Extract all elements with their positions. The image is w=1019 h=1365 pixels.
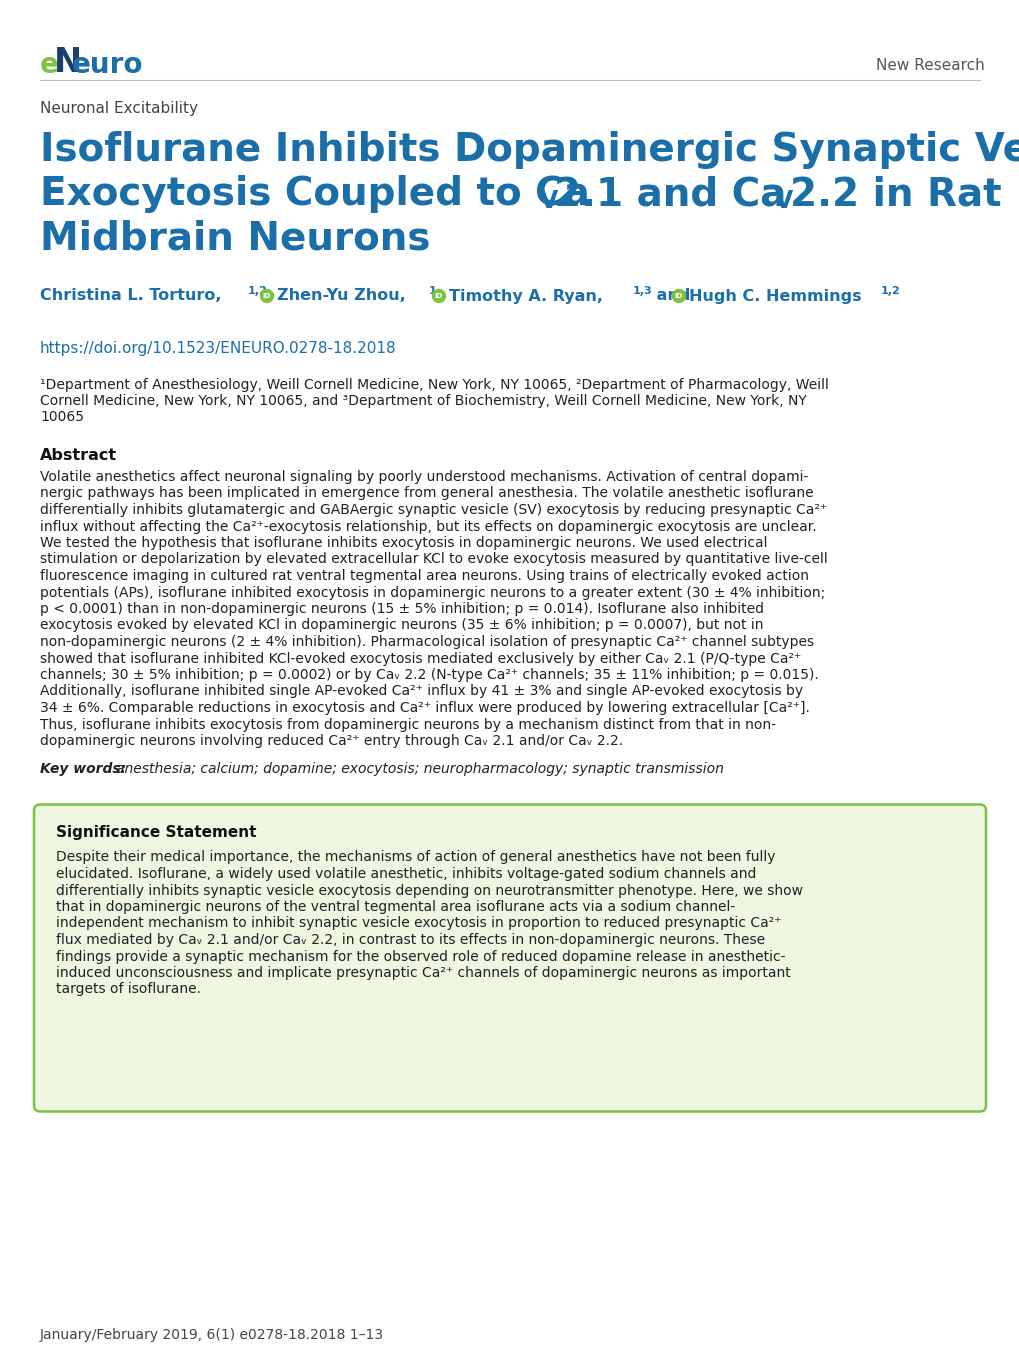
Text: showed that isoflurane inhibited KCl-evoked exocytosis mediated exclusively by e: showed that isoflurane inhibited KCl-evo… — [40, 651, 801, 666]
Text: V: V — [539, 188, 557, 213]
Text: targets of isoflurane.: targets of isoflurane. — [56, 983, 201, 996]
Text: 1: 1 — [429, 287, 436, 296]
Text: stimulation or depolarization by elevated extracellular KCl to evoke exocytosis : stimulation or depolarization by elevate… — [40, 553, 827, 566]
Text: N: N — [54, 45, 83, 79]
Circle shape — [672, 289, 685, 303]
Text: Cornell Medicine, New York, NY 10065, and ³Department of Biochemistry, Weill Cor: Cornell Medicine, New York, NY 10065, an… — [40, 394, 806, 408]
Text: iD: iD — [434, 293, 442, 299]
Text: e: e — [40, 51, 59, 79]
Text: euro: euro — [72, 51, 144, 79]
Text: Thus, isoflurane inhibits exocytosis from dopaminergic neurons by a mechanism di: Thus, isoflurane inhibits exocytosis fro… — [40, 718, 775, 732]
Text: iD: iD — [675, 293, 683, 299]
Text: potentials (APs), isoflurane inhibited exocytosis in dopaminergic neurons to a g: potentials (APs), isoflurane inhibited e… — [40, 586, 824, 599]
FancyBboxPatch shape — [34, 804, 985, 1111]
Text: independent mechanism to inhibit synaptic vesicle exocytosis in proportion to re: independent mechanism to inhibit synapti… — [56, 916, 781, 931]
Text: differentially inhibits synaptic vesicle exocytosis depending on neurotransmitte: differentially inhibits synaptic vesicle… — [56, 883, 802, 898]
Text: Exocytosis Coupled to Ca: Exocytosis Coupled to Ca — [40, 175, 589, 213]
Text: We tested the hypothesis that isoflurane inhibits exocytosis in dopaminergic neu: We tested the hypothesis that isoflurane… — [40, 536, 766, 550]
Text: Despite their medical importance, the mechanisms of action of general anesthetic: Despite their medical importance, the me… — [56, 850, 774, 864]
Text: Hugh C. Hemmings: Hugh C. Hemmings — [688, 288, 861, 303]
Text: ¹Department of Anesthesiology, Weill Cornell Medicine, New York, NY 10065, ²Depa: ¹Department of Anesthesiology, Weill Cor… — [40, 378, 828, 392]
Text: elucidated. Isoflurane, a widely used volatile anesthetic, inhibits voltage-gate: elucidated. Isoflurane, a widely used vo… — [56, 867, 756, 880]
Text: Midbrain Neurons: Midbrain Neurons — [40, 218, 430, 257]
Text: Timothy A. Ryan,: Timothy A. Ryan, — [448, 288, 602, 303]
Text: iD: iD — [263, 293, 271, 299]
Text: non-dopaminergic neurons (2 ± 4% inhibition). Pharmacological isolation of presy: non-dopaminergic neurons (2 ± 4% inhibit… — [40, 635, 813, 648]
Text: 1,2: 1,2 — [248, 287, 268, 296]
Text: nergic pathways has been implicated in emergence from general anesthesia. The vo: nergic pathways has been implicated in e… — [40, 486, 813, 501]
Text: Abstract: Abstract — [40, 448, 117, 463]
Text: 10065: 10065 — [40, 410, 84, 425]
Text: that in dopaminergic neurons of the ventral tegmental area isoflurane acts via a: that in dopaminergic neurons of the vent… — [56, 900, 735, 915]
Text: V: V — [774, 188, 793, 213]
Text: 2.1 and Ca: 2.1 and Ca — [553, 175, 786, 213]
Text: flux mediated by Caᵥ 2.1 and/or Caᵥ 2.2, in contrast to its effects in non-dopam: flux mediated by Caᵥ 2.1 and/or Caᵥ 2.2,… — [56, 934, 764, 947]
Text: influx without affecting the Ca²⁺-exocytosis relationship, but its effects on do: influx without affecting the Ca²⁺-exocyt… — [40, 520, 816, 534]
Text: New Research: New Research — [875, 57, 984, 72]
Text: anesthesia; calcium; dopamine; exocytosis; neuropharmacology; synaptic transmiss: anesthesia; calcium; dopamine; exocytosi… — [116, 763, 723, 777]
Text: Neuronal Excitability: Neuronal Excitability — [40, 101, 198, 116]
Text: Christina L. Torturo,: Christina L. Torturo, — [40, 288, 221, 303]
Text: 1,3: 1,3 — [633, 287, 652, 296]
Text: Key words:: Key words: — [40, 763, 130, 777]
Text: https://doi.org/10.1523/ENEURO.0278-18.2018: https://doi.org/10.1523/ENEURO.0278-18.2… — [40, 340, 396, 355]
Text: induced unconsciousness and implicate presynaptic Ca²⁺ channels of dopaminergic : induced unconsciousness and implicate pr… — [56, 966, 790, 980]
Text: p < 0.0001) than in non-dopaminergic neurons (15 ± 5% inhibition; p = 0.014). Is: p < 0.0001) than in non-dopaminergic neu… — [40, 602, 763, 616]
Text: channels; 30 ± 5% inhibition; p = 0.0002) or by Caᵥ 2.2 (N-type Ca²⁺ channels; 3: channels; 30 ± 5% inhibition; p = 0.0002… — [40, 667, 818, 682]
Text: Additionally, isoflurane inhibited single AP-evoked Ca²⁺ influx by 41 ± 3% and s: Additionally, isoflurane inhibited singl… — [40, 684, 802, 699]
Text: Zhen-Yu Zhou,: Zhen-Yu Zhou, — [277, 288, 406, 303]
Text: fluorescence imaging in cultured rat ventral tegmental area neurons. Using train: fluorescence imaging in cultured rat ven… — [40, 569, 808, 583]
Text: Volatile anesthetics affect neuronal signaling by poorly understood mechanisms. : Volatile anesthetics affect neuronal sig… — [40, 470, 808, 485]
Text: 1,2: 1,2 — [880, 287, 900, 296]
Text: findings provide a synaptic mechanism for the observed role of reduced dopamine : findings provide a synaptic mechanism fo… — [56, 950, 785, 964]
Circle shape — [432, 289, 445, 303]
Text: Significance Statement: Significance Statement — [56, 824, 256, 839]
Text: Isoflurane Inhibits Dopaminergic Synaptic Vesicle: Isoflurane Inhibits Dopaminergic Synapti… — [40, 131, 1019, 169]
Text: differentially inhibits glutamatergic and GABAergic synaptic vesicle (SV) exocyt: differentially inhibits glutamatergic an… — [40, 502, 826, 517]
Text: 34 ± 6%. Comparable reductions in exocytosis and Ca²⁺ influx were produced by lo: 34 ± 6%. Comparable reductions in exocyt… — [40, 702, 809, 715]
Text: January/February 2019, 6(1) e0278-18.2018 1–13: January/February 2019, 6(1) e0278-18.201… — [40, 1328, 384, 1342]
Text: and: and — [650, 288, 695, 303]
Text: 2.2 in Rat: 2.2 in Rat — [790, 175, 1001, 213]
Text: dopaminergic neurons involving reduced Ca²⁺ entry through Caᵥ 2.1 and/or Caᵥ 2.2: dopaminergic neurons involving reduced C… — [40, 734, 623, 748]
Circle shape — [260, 289, 273, 303]
Text: exocytosis evoked by elevated KCl in dopaminergic neurons (35 ± 6% inhibition; p: exocytosis evoked by elevated KCl in dop… — [40, 618, 763, 632]
